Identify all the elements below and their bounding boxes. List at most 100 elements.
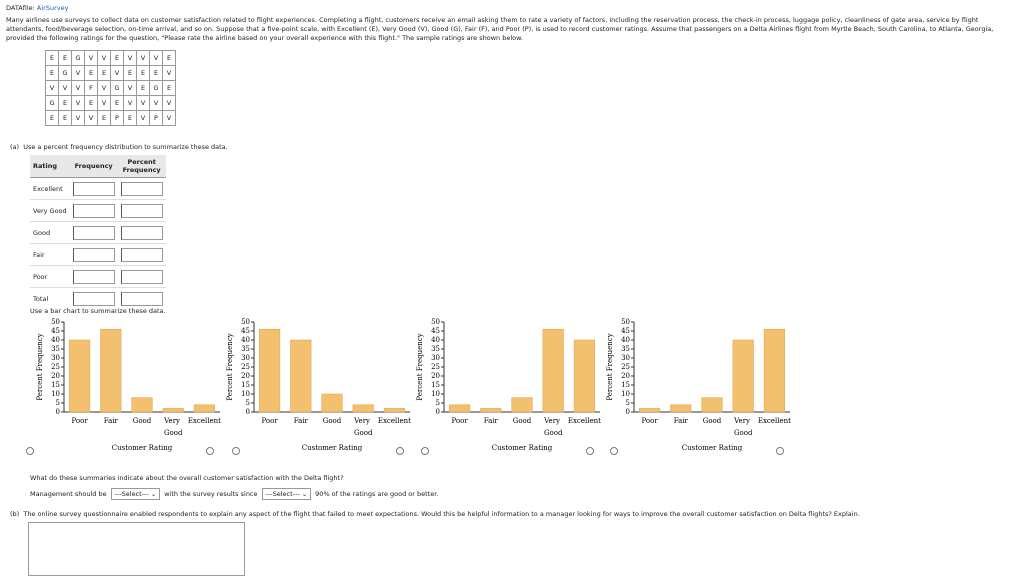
grid-cell: V bbox=[162, 95, 176, 111]
y-tick-label: 40 bbox=[621, 336, 630, 344]
y-tick-label: 15 bbox=[51, 381, 60, 389]
x-tick-label: Poor bbox=[451, 417, 468, 425]
table-header: Rating Frequency Percent Frequency bbox=[30, 155, 166, 178]
info-icon[interactable] bbox=[396, 447, 404, 455]
y-tick-label: 50 bbox=[431, 318, 440, 326]
rating-cell: Total bbox=[30, 287, 70, 309]
y-tick-label: 5 bbox=[246, 399, 250, 407]
grid-cell: V bbox=[84, 110, 98, 126]
bar bbox=[352, 404, 374, 413]
info-icon[interactable] bbox=[206, 447, 214, 455]
y-tick-label: 15 bbox=[621, 381, 630, 389]
dropdown-text: ---Select--- bbox=[265, 490, 300, 498]
y-tick-label: 30 bbox=[51, 354, 60, 362]
bar bbox=[383, 408, 405, 413]
y-tick-label: 35 bbox=[241, 345, 250, 353]
part-label: (b) bbox=[10, 510, 20, 518]
grid-cell: P bbox=[110, 110, 124, 126]
input-box[interactable] bbox=[72, 181, 115, 196]
dropdown[interactable]: ---Select--- ⌄ bbox=[261, 488, 312, 500]
info-icon[interactable] bbox=[586, 447, 594, 455]
y-tick-label: 0 bbox=[436, 408, 440, 416]
grid-cell: V bbox=[162, 110, 176, 126]
grid-cell: E bbox=[136, 65, 150, 81]
input-box[interactable] bbox=[120, 181, 163, 196]
input-cell bbox=[69, 287, 118, 309]
x-tick-label: Excellent bbox=[188, 417, 221, 425]
header-cell: Frequency bbox=[69, 155, 118, 178]
y-tick-label: 50 bbox=[51, 318, 60, 326]
input-box[interactable] bbox=[72, 291, 115, 306]
x-tick-label: Poor bbox=[261, 417, 278, 425]
input-box[interactable] bbox=[72, 269, 115, 284]
bar bbox=[670, 404, 692, 413]
bar bbox=[193, 404, 215, 413]
y-tick-label: 15 bbox=[431, 381, 440, 389]
input-box[interactable] bbox=[120, 203, 163, 218]
input-cell bbox=[117, 221, 166, 244]
grid-cell: E bbox=[123, 110, 137, 126]
radio-button[interactable] bbox=[26, 447, 34, 455]
header: DATAfile: AirSurvey bbox=[6, 4, 68, 12]
input-cell bbox=[117, 177, 166, 200]
bar bbox=[162, 408, 184, 413]
radio-button[interactable] bbox=[232, 447, 240, 455]
y-tick-label: 5 bbox=[436, 399, 440, 407]
bar bbox=[701, 397, 723, 413]
y-tick-label: 10 bbox=[241, 390, 250, 398]
input-box[interactable] bbox=[120, 225, 163, 240]
x-tick-label: Very Good bbox=[163, 417, 183, 437]
bar bbox=[259, 328, 281, 413]
y-axis-label: Percent Frequency bbox=[606, 333, 614, 400]
x-tick-label: Excellent bbox=[758, 417, 791, 425]
datafile-label: DATAfile: bbox=[6, 4, 35, 12]
x-tick-label: Very Good bbox=[733, 417, 753, 437]
input-box[interactable] bbox=[120, 291, 163, 306]
input-box[interactable] bbox=[120, 247, 163, 262]
y-tick-label: 5 bbox=[626, 399, 630, 407]
dropdown[interactable]: ---Select--- ⌄ bbox=[110, 488, 161, 500]
x-tick-label: Fair bbox=[104, 417, 119, 425]
input-box[interactable] bbox=[72, 203, 115, 218]
grid-cell: V bbox=[123, 95, 137, 111]
table-row: Total bbox=[30, 287, 166, 309]
x-tick-label: Very Good bbox=[353, 417, 373, 437]
y-tick-label: 5 bbox=[56, 399, 60, 407]
x-tick-label: Very Good bbox=[543, 417, 563, 437]
datafile-link[interactable]: AirSurvey bbox=[36, 4, 69, 12]
info-icon[interactable] bbox=[776, 447, 784, 455]
bar bbox=[732, 339, 754, 413]
header-cell: Percent Frequency bbox=[117, 155, 166, 178]
y-tick-label: 25 bbox=[51, 363, 60, 371]
grid-cell: G bbox=[110, 80, 124, 96]
y-tick-label: 20 bbox=[621, 372, 630, 380]
table-row: Poor bbox=[30, 265, 166, 288]
grid-cell: V bbox=[71, 110, 85, 126]
rating-cell: Fair bbox=[30, 243, 70, 266]
y-tick-label: 20 bbox=[431, 372, 440, 380]
grid-cell: V bbox=[71, 80, 85, 96]
y-tick-label: 40 bbox=[241, 336, 250, 344]
answer-textarea[interactable] bbox=[28, 522, 245, 576]
part-a: (a) Use a percent frequency distribution… bbox=[10, 143, 228, 151]
intro: Many airlines use surveys to collect dat… bbox=[6, 16, 994, 42]
x-tick-label: Good bbox=[133, 417, 152, 425]
radio-button[interactable] bbox=[421, 447, 429, 455]
x-tick-label: Good bbox=[323, 417, 342, 425]
y-tick-label: 45 bbox=[241, 327, 250, 335]
input-box[interactable] bbox=[120, 269, 163, 284]
grid-cell: V bbox=[71, 65, 85, 81]
input-box[interactable] bbox=[72, 247, 115, 262]
grid-cell: G bbox=[149, 80, 163, 96]
input-cell bbox=[117, 265, 166, 288]
x-tick-label: Poor bbox=[641, 417, 658, 425]
input-box[interactable] bbox=[72, 225, 115, 240]
grid-cell: E bbox=[123, 65, 137, 81]
grid-cell: V bbox=[123, 50, 137, 66]
grid-cell: V bbox=[97, 80, 111, 96]
radio-button[interactable] bbox=[610, 447, 618, 455]
question: What do these summaries indicate about t… bbox=[30, 474, 344, 482]
y-tick-label: 15 bbox=[241, 381, 250, 389]
